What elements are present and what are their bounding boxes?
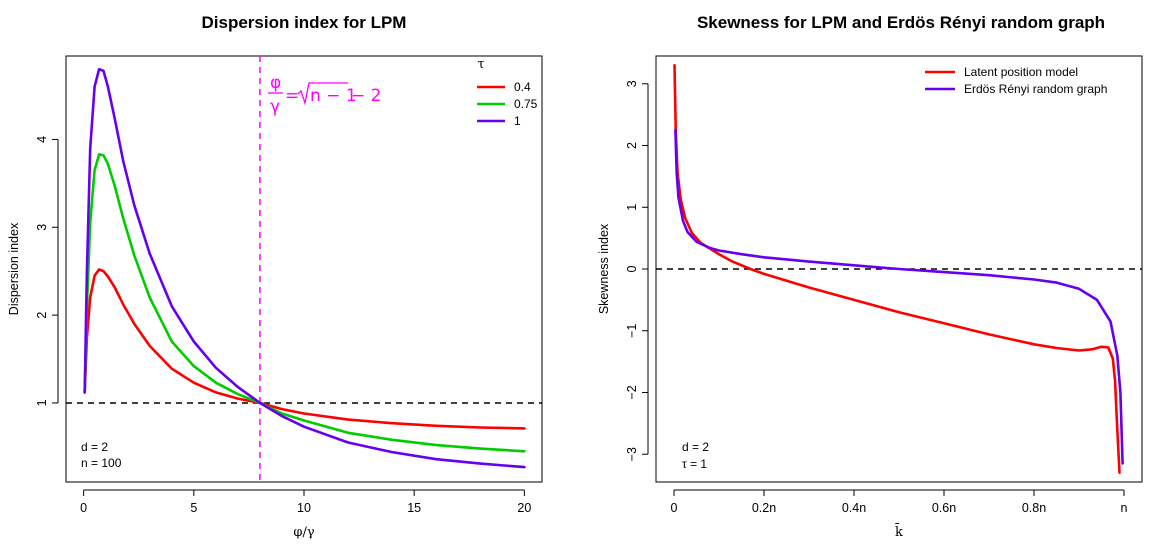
y-tick-label: 2 <box>35 312 49 319</box>
y-tick-label: −1 <box>625 324 639 338</box>
y-axis: 1 2 3 4 <box>35 136 59 406</box>
y-tick-label: 2 <box>625 142 639 149</box>
x-tick-label: 15 <box>407 501 421 515</box>
annotation-n: n = 100 <box>81 456 122 470</box>
x-tick-label: 0.8n <box>1022 501 1046 515</box>
y-axis-label: Dispersion index <box>7 222 21 315</box>
y-tick-label: 4 <box>35 136 49 143</box>
panel-skewness: Skewness for LPM and Erdös Rényi random … <box>597 13 1143 540</box>
series-line-1 <box>673 64 1121 475</box>
y-tick-label: 1 <box>35 399 49 406</box>
x-tick-label: 0.2n <box>752 501 776 515</box>
radical-sign <box>297 82 348 106</box>
series-line-2 <box>674 128 1124 465</box>
legend-label: 0.75 <box>514 97 538 111</box>
x-tick-label: 0 <box>80 501 87 515</box>
legend-title: τ <box>477 57 484 72</box>
y-tick-label: 1 <box>625 204 639 211</box>
formula-numerator: φ <box>270 73 281 93</box>
legend-label: 0.4 <box>514 80 531 94</box>
legend: τ 0.4 0.75 1 <box>477 57 538 128</box>
x-tick-label: 0.4n <box>842 501 866 515</box>
y-tick-label: 3 <box>35 224 49 231</box>
y-axis-label: Skewness index <box>597 223 611 314</box>
legend-label: Latent position model <box>964 65 1078 79</box>
formula-denominator: γ <box>270 97 280 117</box>
series-line-1 <box>83 268 526 430</box>
x-axis-label: k̄ <box>894 523 903 540</box>
annotation-tau: τ = 1 <box>682 457 707 471</box>
x-axis: 0 0.2n 0.4n 0.6n 0.8n n <box>671 489 1128 515</box>
y-tick-label: −2 <box>625 385 639 399</box>
y-axis: −3 −2 −1 0 1 2 3 <box>625 80 649 461</box>
x-tick-label: 20 <box>517 501 531 515</box>
x-axis-label: φ/γ <box>293 525 314 540</box>
plot-area <box>656 64 1142 475</box>
annotation-d: d = 2 <box>682 440 709 454</box>
legend: Latent position model Erdös Rényi random … <box>925 65 1107 96</box>
series-line-2 <box>83 153 526 453</box>
legend-label: Erdös Rényi random graph <box>964 82 1107 96</box>
x-tick-label: 5 <box>190 501 197 515</box>
formula-equals: = <box>285 86 299 106</box>
legend-label: 1 <box>514 114 521 128</box>
x-tick-label: 0.6n <box>932 501 956 515</box>
y-tick-label: 3 <box>625 80 639 87</box>
chart-title: Dispersion index for LPM <box>202 13 407 32</box>
x-tick-label: 10 <box>297 501 311 515</box>
panel-dispersion: Dispersion index for LPM 0 5 10 15 20 1 2 3 4 φ… <box>7 13 543 540</box>
x-tick-label: 0 <box>671 501 678 515</box>
x-axis: 0 5 10 15 20 <box>80 489 531 515</box>
formula-tail: − 2 <box>351 86 381 106</box>
formula-radicand: n − 1 <box>310 86 357 106</box>
annotation-d: d = 2 <box>81 440 108 454</box>
series-line-3 <box>83 67 526 469</box>
y-tick-label: −3 <box>625 447 639 461</box>
chart-title: Skewness for LPM and Erdös Rényi random … <box>697 13 1105 32</box>
plot-frame <box>65 55 543 483</box>
x-tick-label: n <box>1121 501 1128 515</box>
threshold-formula: φ γ = n − 1 − 2 <box>268 73 381 117</box>
y-tick-label: 0 <box>625 265 639 272</box>
plot-area <box>66 56 542 482</box>
